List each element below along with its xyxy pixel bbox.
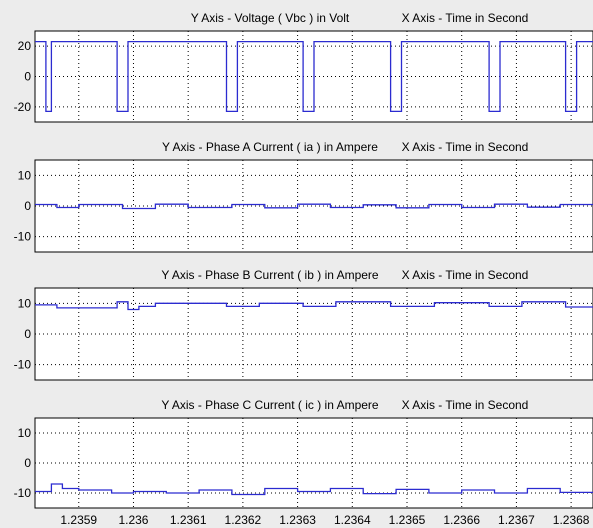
signal-trace (35, 301, 593, 311)
x-tick-label: 1.2368 (553, 513, 590, 527)
panel-3: 10 0 -10 Y Axis - Phase B Current ( ib ) in… (14, 268, 593, 381)
x-tick-label: 1.2361 (170, 513, 207, 527)
panel-title-y: Y Axis - Phase A Current ( ia ) in Amper… (162, 140, 378, 154)
signal-trace (35, 483, 593, 496)
y-tick-label: 0 (24, 327, 31, 341)
y-tick-label: 10 (18, 296, 32, 310)
y-tick-label: 10 (18, 168, 32, 182)
y-tick-label: -10 (14, 486, 32, 500)
y-tick-label: 0 (24, 70, 31, 84)
panel-title-y: Y Axis - Phase B Current ( ib ) in Amper… (161, 268, 379, 282)
x-tick-label: 1.2367 (498, 513, 535, 527)
plot-area (34, 159, 593, 253)
y-tick-label: 20 (18, 39, 32, 53)
panel-4: 10 0 -10 Y Axis - Phase C Current ( ic ) in… (14, 398, 593, 527)
plot-area (34, 417, 593, 509)
panel-2: 10 0 -10 Y Axis - Phase A Current ( ia ) in… (14, 140, 593, 253)
panel-title-y: Y Axis - Phase C Current ( ic ) in Amper… (161, 398, 379, 412)
y-tick-label: 10 (18, 426, 32, 440)
signal-trace (35, 40, 593, 113)
x-tick-label: 1.236 (118, 513, 148, 527)
signal-trace (35, 203, 593, 210)
panel-title-x: X Axis - Time in Second (402, 140, 529, 154)
x-tick-label: 1.2364 (334, 513, 371, 527)
panel-title-x: X Axis - Time in Second (402, 268, 529, 282)
y-tick-label: -20 (14, 100, 32, 114)
x-tick-label: 1.2363 (279, 513, 316, 527)
x-tick-label: 1.2366 (443, 513, 480, 527)
x-tick-label: 1.2365 (389, 513, 426, 527)
y-tick-label: 0 (24, 456, 31, 470)
panel-1: 20 0 -20 Y Axis - Voltage ( Vbc ) in Volt X … (14, 11, 593, 123)
x-tick-label: 1.2359 (60, 513, 97, 527)
panel-title-x: X Axis - Time in Second (402, 398, 529, 412)
x-tick-label: 1.2362 (225, 513, 262, 527)
panel-title-x: X Axis - Time in Second (402, 11, 529, 25)
y-tick-label: -10 (14, 358, 32, 372)
y-tick-label: 0 (24, 199, 31, 213)
panel-title-y: Y Axis - Voltage ( Vbc ) in Volt (191, 11, 350, 25)
y-tick-label: -10 (14, 230, 32, 244)
